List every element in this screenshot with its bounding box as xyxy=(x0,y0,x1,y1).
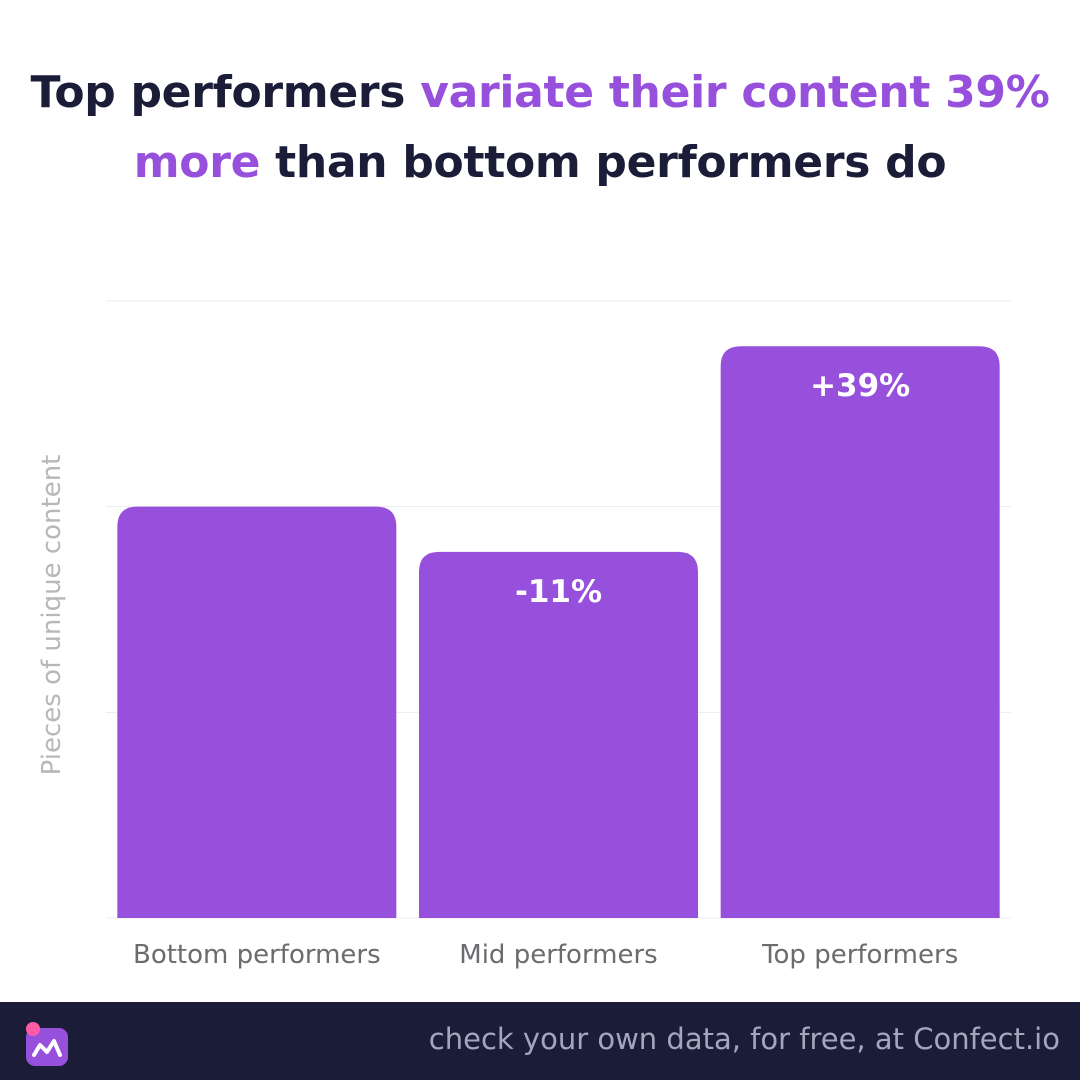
data-label: +39% xyxy=(810,368,910,404)
bar-mid-performers xyxy=(419,551,698,918)
bars xyxy=(117,346,1000,918)
x-tick-labels: Bottom performers Mid performers Top perfo… xyxy=(133,940,958,970)
x-tick-label: Top performers xyxy=(761,940,958,970)
title-highlight: variate their content 39% more xyxy=(133,67,1050,188)
title-part-2: than bottom performers do xyxy=(260,137,947,188)
chart-title: Top performers variate their content 39%… xyxy=(0,58,1080,198)
footer-bar: check your own data, for free, at Confec… xyxy=(0,1002,1080,1080)
title-part-1: Top performers xyxy=(30,67,421,118)
y-axis-label: Pieces of unique content xyxy=(37,455,67,776)
bar-bottom-performers xyxy=(117,506,397,918)
footer-cta-text[interactable]: check your own data, for free, at Confec… xyxy=(428,1022,1060,1056)
confect-logo-icon[interactable] xyxy=(20,1020,72,1068)
data-labels: -11% +39% xyxy=(515,368,910,610)
x-tick-label: Mid performers xyxy=(459,940,657,970)
bar-top-performers xyxy=(720,346,1000,918)
data-label: -11% xyxy=(515,574,602,610)
bar-chart: -11% +39% Bottom performers Mid performers… xyxy=(37,300,1011,970)
x-tick-label: Bottom performers xyxy=(133,940,381,970)
